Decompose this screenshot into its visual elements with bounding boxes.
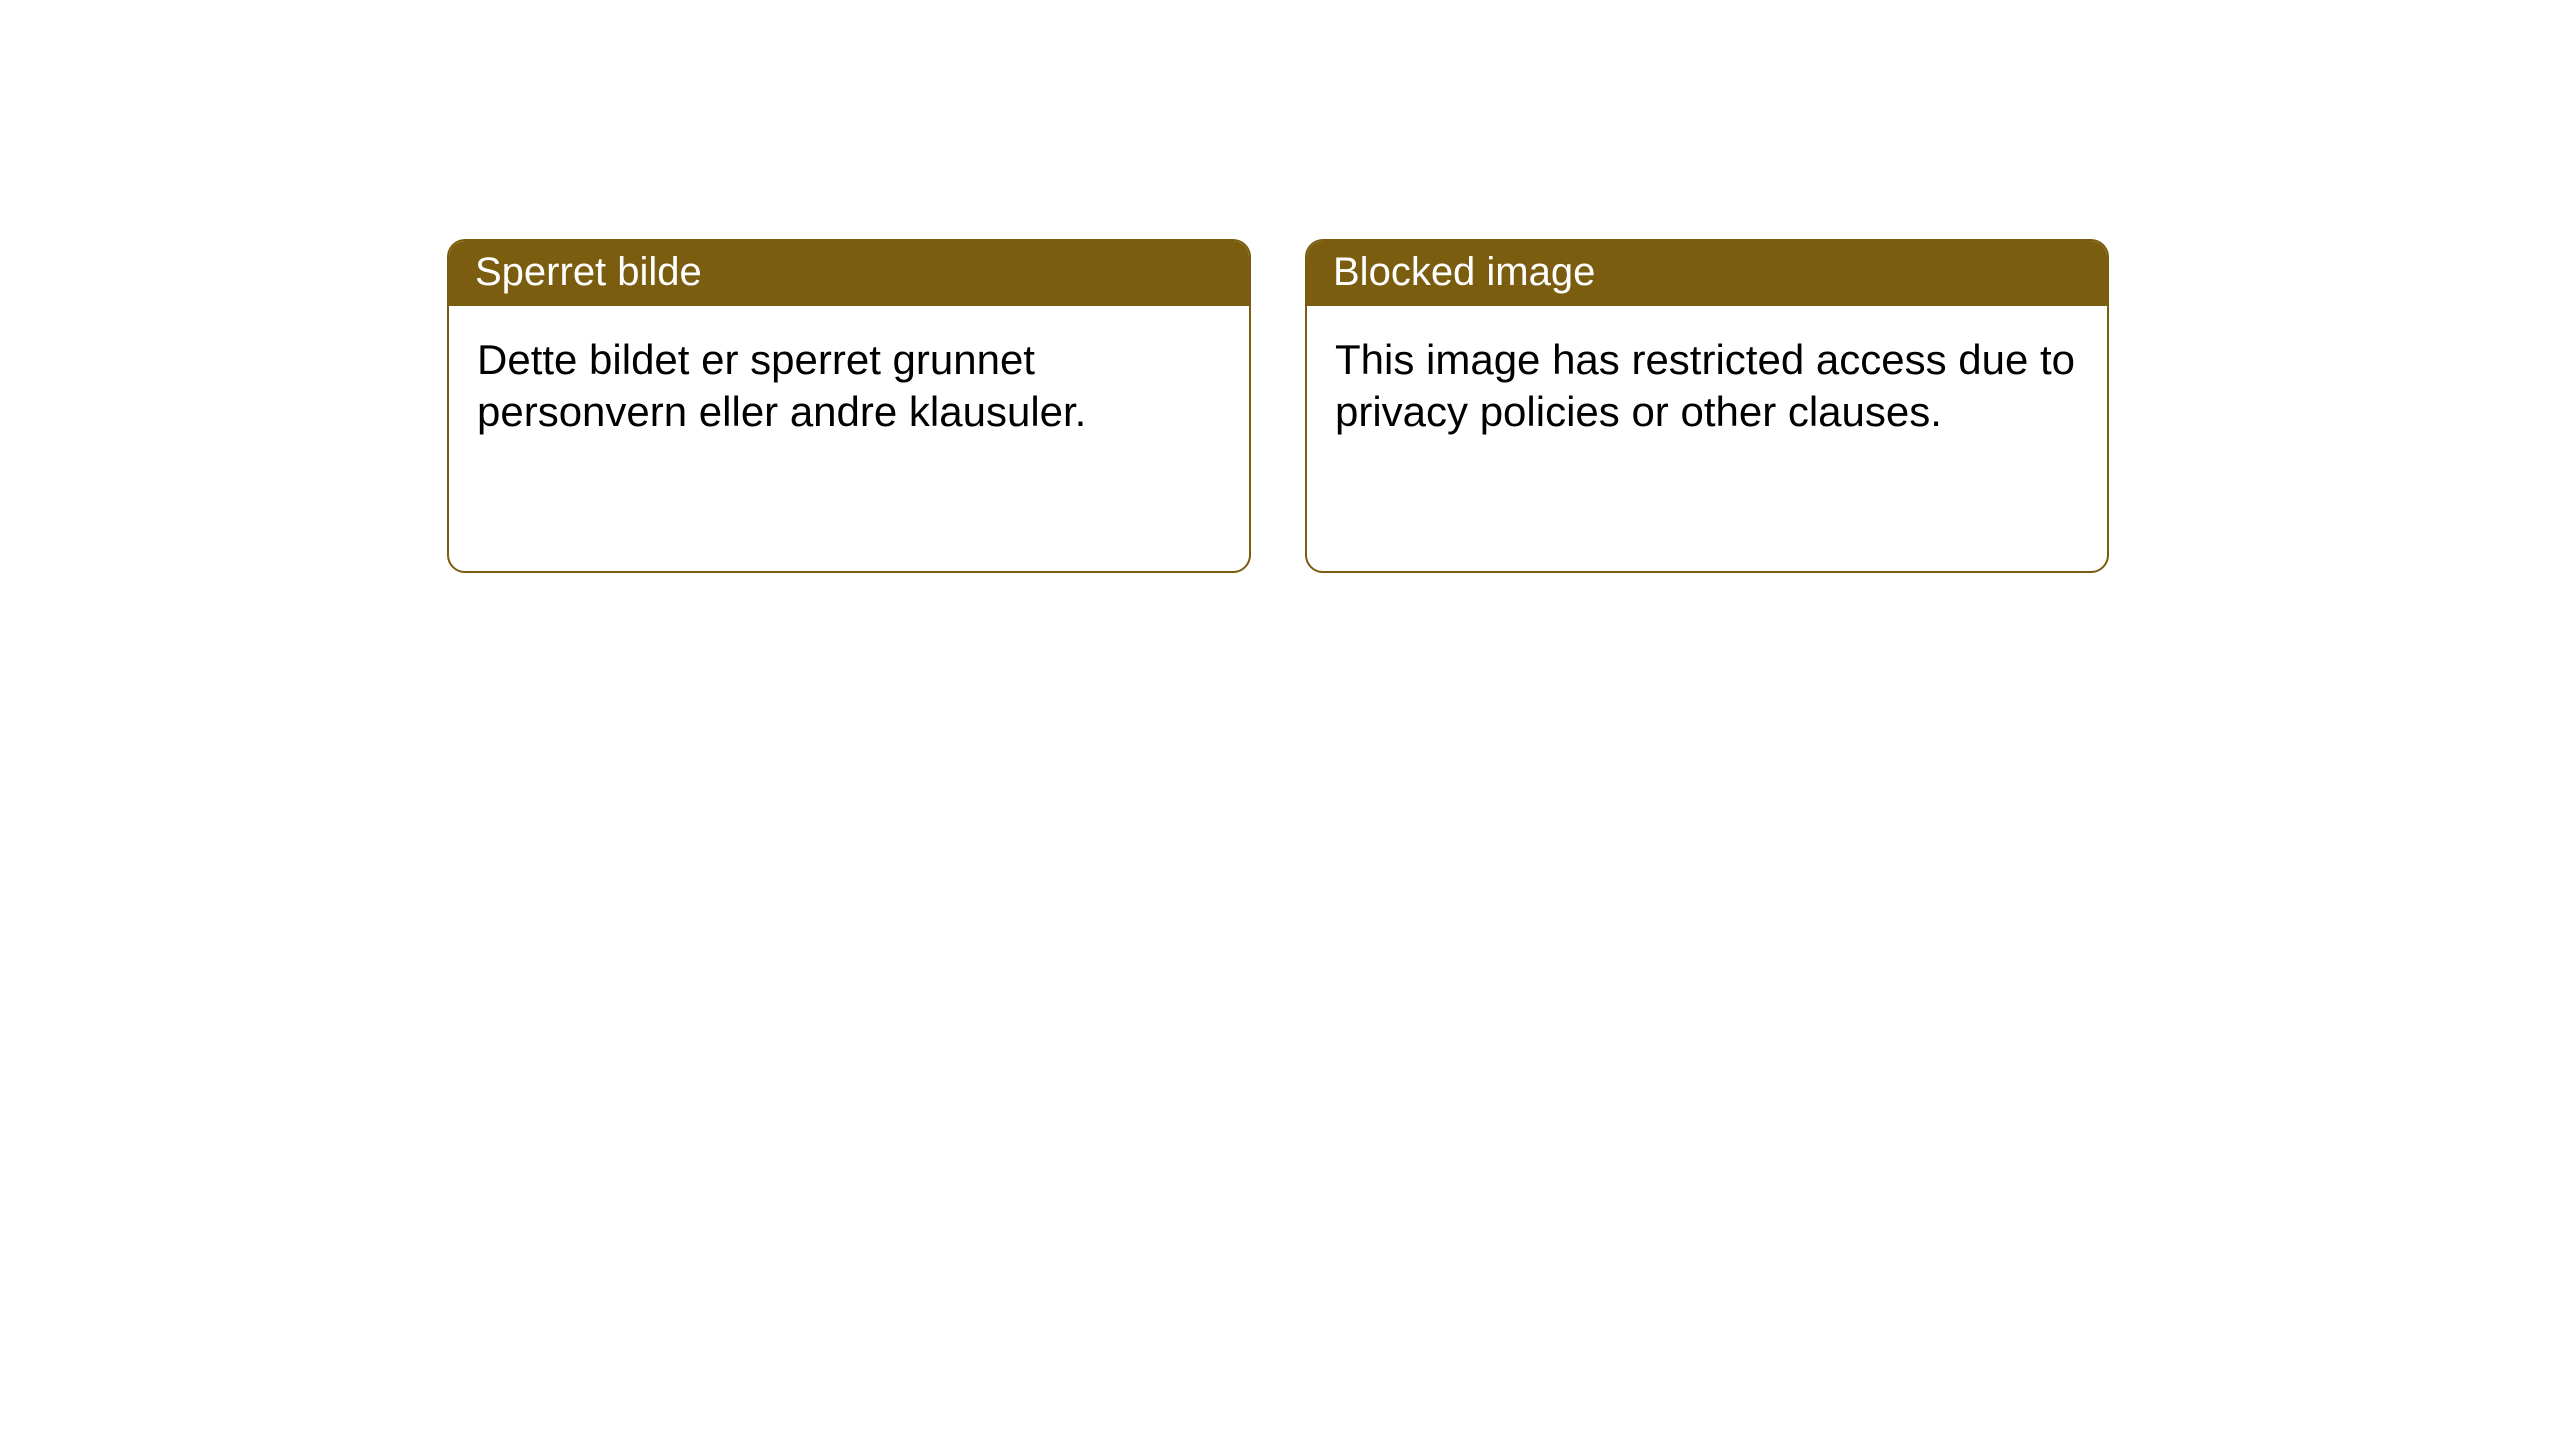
notice-card-norwegian: Sperret bilde Dette bildet er sperret gr… bbox=[447, 239, 1251, 573]
notice-card-english: Blocked image This image has restricted … bbox=[1305, 239, 2109, 573]
notice-title-english: Blocked image bbox=[1307, 241, 2107, 306]
notice-body-norwegian: Dette bildet er sperret grunnet personve… bbox=[449, 306, 1249, 465]
notice-container: Sperret bilde Dette bildet er sperret gr… bbox=[0, 0, 2560, 573]
notice-body-english: This image has restricted access due to … bbox=[1307, 306, 2107, 465]
notice-title-norwegian: Sperret bilde bbox=[449, 241, 1249, 306]
